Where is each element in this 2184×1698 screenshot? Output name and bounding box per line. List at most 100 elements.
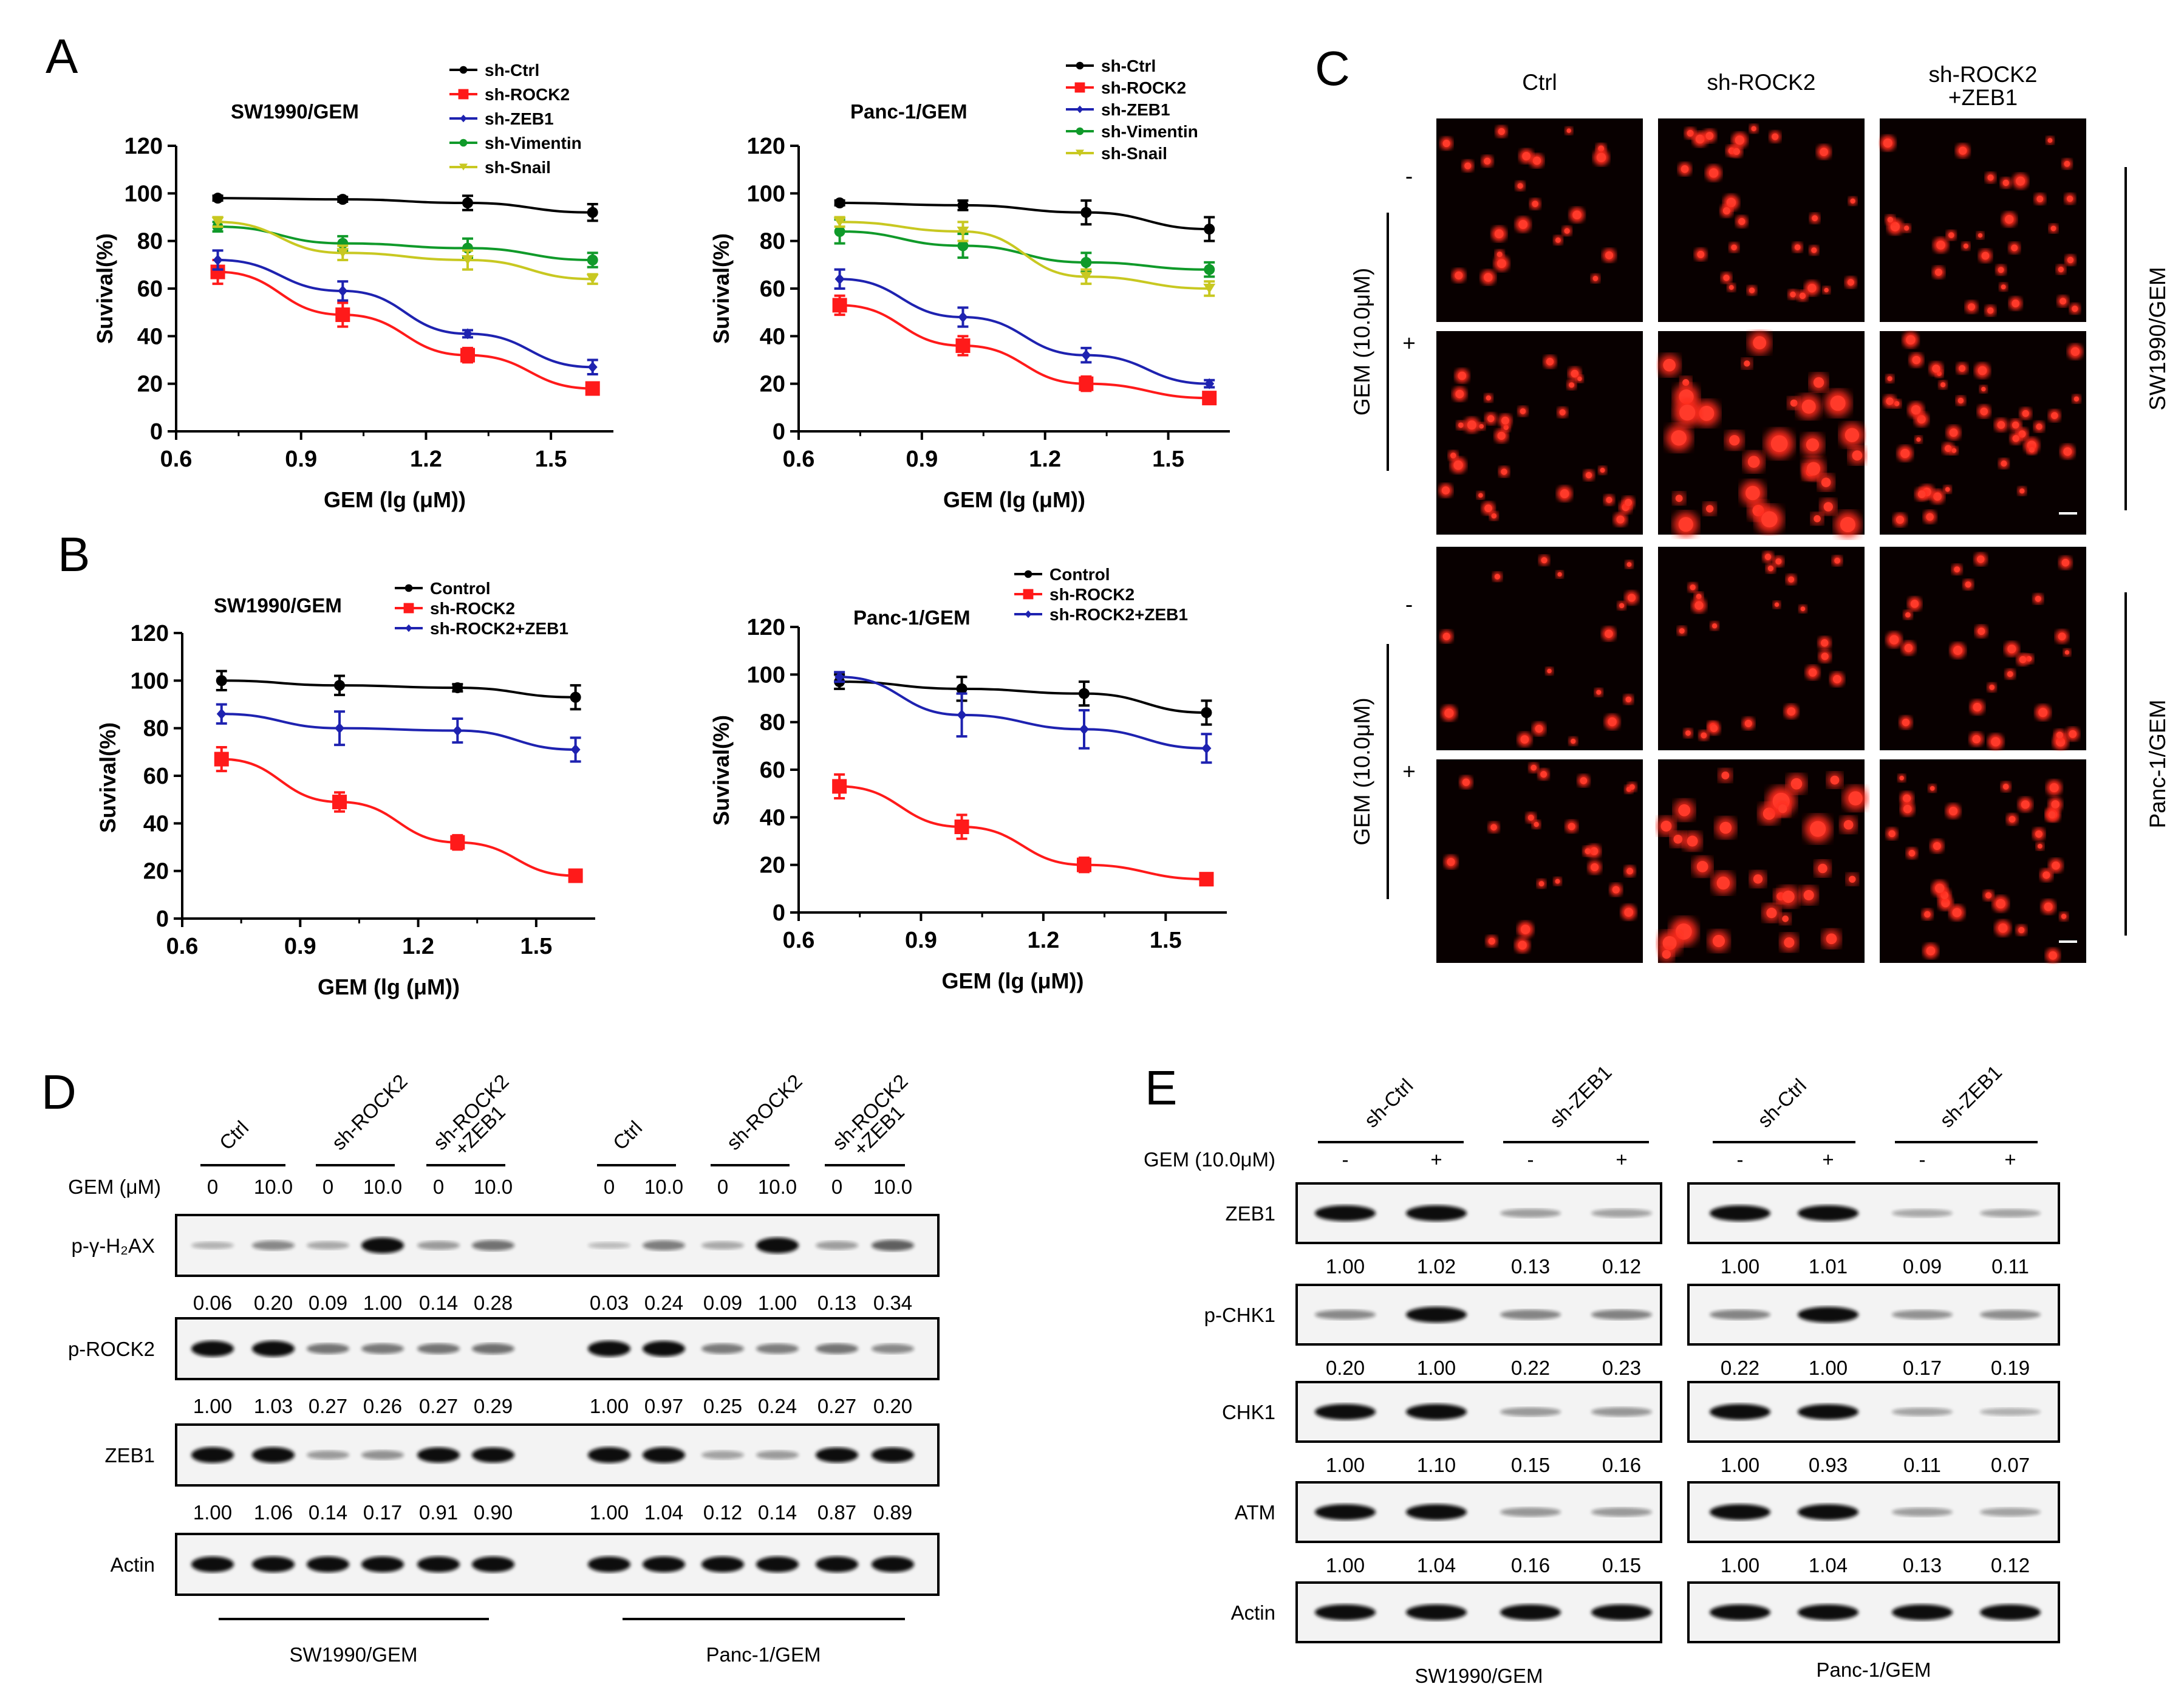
cell-spot-core <box>1486 395 1491 401</box>
column-header: Ctrl <box>1522 70 1557 95</box>
dose-value: 0 <box>604 1176 615 1198</box>
cell-spot-core <box>2059 298 2067 305</box>
cell-spot-core <box>1807 284 1817 293</box>
cell-spot-core <box>2035 830 2043 838</box>
protein-band <box>1406 1404 1467 1420</box>
cell-spot-core <box>1559 409 1566 416</box>
cell-spot-core <box>1479 423 1484 429</box>
quant-value: 1.00 <box>1326 1255 1365 1278</box>
quant-value: 1.10 <box>1417 1454 1456 1476</box>
protein-band <box>816 1241 858 1250</box>
cell-spot-core <box>1935 883 1945 893</box>
cell-spot-core <box>1991 737 2001 747</box>
legend-marker <box>1074 82 1085 93</box>
cell-spot-core <box>1843 820 1854 830</box>
x-tick-label: 0.6 <box>160 447 193 472</box>
cell-spot-core <box>1959 365 1966 372</box>
protein-band <box>643 1447 685 1463</box>
cell-spot-core <box>1488 937 1495 945</box>
quant-value: 0.07 <box>1991 1454 2030 1476</box>
cell-spot-core <box>1968 303 1976 311</box>
protein-band <box>1798 1205 1858 1221</box>
cell-spot-core <box>1679 404 1696 421</box>
chart-title: Panc-1/GEM <box>850 100 967 123</box>
cell-spot-core <box>1948 806 1958 816</box>
blot-membrane <box>175 1317 940 1380</box>
cell-spot-core <box>1998 267 2004 273</box>
cell-spot-core <box>1591 863 1599 872</box>
cell-spot-core <box>1484 273 1493 282</box>
cell-spot-core <box>1464 162 1472 169</box>
series-line <box>221 713 576 751</box>
plus-sign: + <box>1402 331 1416 356</box>
data-point <box>957 227 969 236</box>
cell-spot-core <box>1972 734 1981 744</box>
cell-spot-core <box>1710 724 1718 732</box>
column-header: sh-ROCK2 <box>1707 70 1816 95</box>
cell-spot-core <box>1910 600 1919 608</box>
x-axis-label: GEM (lg (μM)) <box>942 968 1084 993</box>
cell-spot-core <box>1963 244 1968 249</box>
group-label: sh-ROCK2 <box>327 1070 412 1154</box>
cell-spot-core <box>2051 412 2058 419</box>
cell-spot-core <box>1852 450 1863 461</box>
quant-value: 0.28 <box>474 1292 513 1314</box>
protein-band <box>1892 1209 1953 1217</box>
quant-value: 1.03 <box>254 1395 293 1417</box>
cell-spot-core <box>1790 399 1798 407</box>
y-tick-label: 0 <box>773 419 785 445</box>
protein-band <box>307 1450 349 1460</box>
y-axis-label: Suvival(%) <box>92 233 117 344</box>
legend-marker <box>1076 105 1083 114</box>
cell-spot-core <box>1830 775 1840 785</box>
cell-spot-core <box>1496 252 1503 258</box>
data-point <box>460 347 475 363</box>
cell-spot-core <box>1678 804 1691 816</box>
gem-dose-label: GEM (10.0μM) <box>1144 1148 1275 1171</box>
cell-spot-core <box>1569 382 1575 388</box>
series-line <box>839 202 1210 231</box>
cell-spot-core <box>1705 132 1714 140</box>
y-tick-label: 40 <box>760 805 785 830</box>
dose-value: 10.0 <box>644 1176 683 1198</box>
cell-spot-core <box>1957 397 1964 404</box>
quant-value: 0.34 <box>873 1292 912 1314</box>
quant-value: 0.20 <box>254 1292 293 1314</box>
cell-spot-core <box>2058 267 2064 273</box>
panel-label-e: E <box>1145 1061 1177 1115</box>
cell-spot-core <box>1719 821 1732 834</box>
cell-spot-core <box>1890 222 1900 231</box>
cell-spot-core <box>1782 916 1789 922</box>
protein-band <box>1591 1309 1652 1320</box>
y-tick-label: 120 <box>125 134 163 159</box>
cell-spot-core <box>1442 632 1450 640</box>
cell-spot-core <box>1985 892 1992 899</box>
cell-spot-core <box>1926 513 1934 521</box>
cell-spot-core <box>2067 256 2074 264</box>
quant-value: 0.14 <box>309 1501 347 1524</box>
cell-spot-core <box>1671 430 1687 446</box>
protein-band <box>1591 1507 1652 1517</box>
cell-spot-core <box>1775 558 1782 565</box>
protein-band <box>472 1556 514 1572</box>
cell-spot-core <box>1987 307 1994 314</box>
protein-band <box>816 1447 858 1463</box>
data-point <box>338 285 348 296</box>
y-tick-label: 0 <box>773 900 785 926</box>
protein-band <box>307 1241 349 1250</box>
cell-spot-core <box>1782 890 1795 903</box>
cell-spot-core <box>1662 950 1671 959</box>
cell-spot-core <box>1687 835 1698 847</box>
cell-spot-core <box>1906 335 1916 345</box>
cell-spot-core <box>1933 842 1941 851</box>
cell-spot-core <box>1541 557 1548 564</box>
cell-spot-core <box>1625 696 1632 703</box>
blot-label: Actin <box>111 1553 155 1576</box>
quant-value: 1.00 <box>1721 1454 1759 1476</box>
x-tick-label: 1.5 <box>535 447 567 472</box>
data-point <box>334 680 346 691</box>
cell-spot-core <box>1824 287 1829 293</box>
cell-spot-core <box>1745 485 1760 501</box>
cell-spot-core <box>1695 134 1705 144</box>
cell-spot-core <box>1450 453 1456 459</box>
